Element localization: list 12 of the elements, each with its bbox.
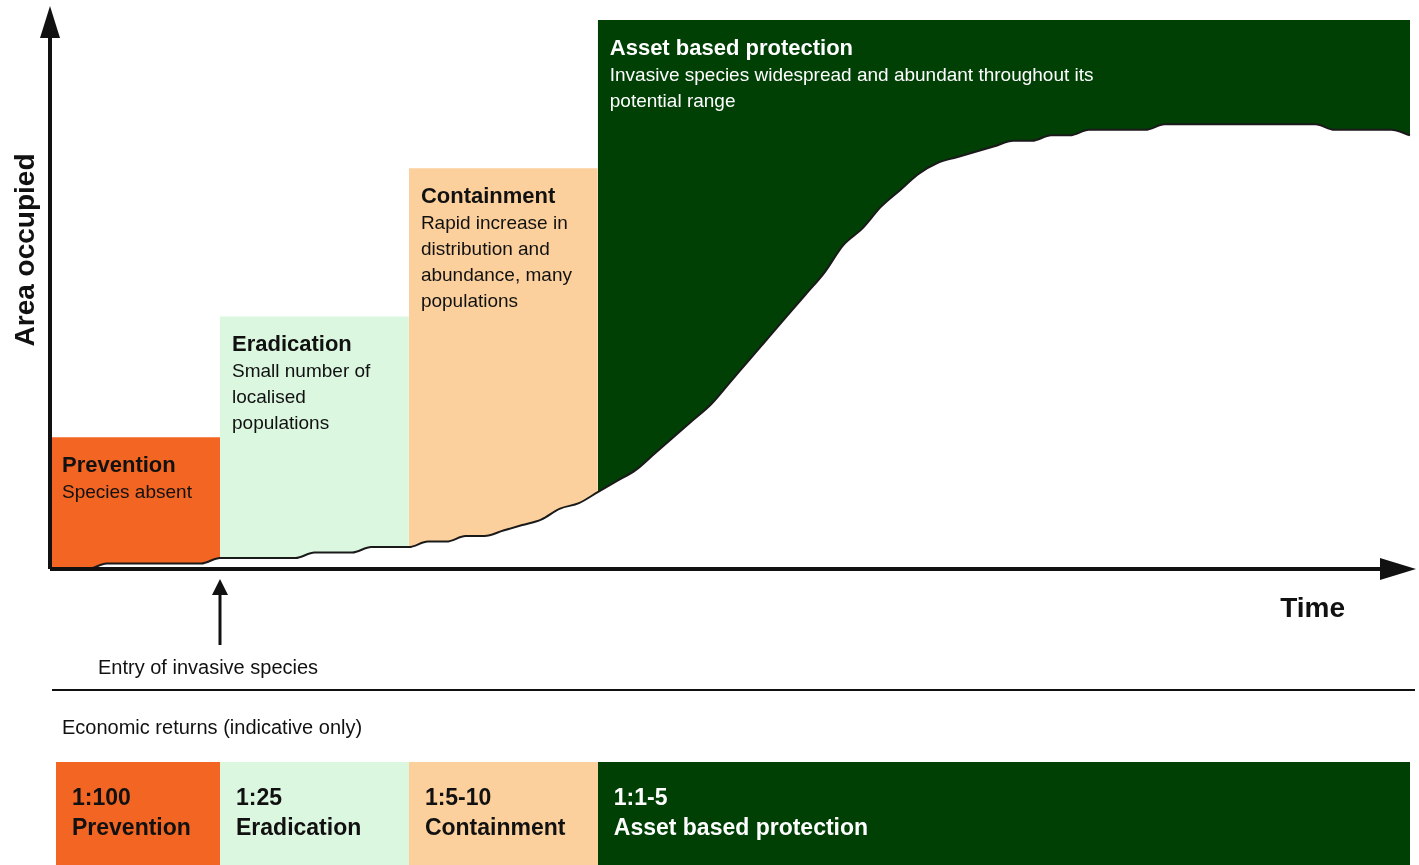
series-label: Eradication: [232, 331, 352, 357]
annotation: Rapid increase in distribution and abundance, many populations: [420, 212, 573, 312]
x-axis-title: Time: [1280, 592, 1345, 623]
series-label: Containment: [420, 183, 556, 209]
series-label: Asset based protection: [609, 35, 854, 60]
series-label: Prevention: [62, 452, 176, 478]
annotation: Small number of localised populations: [232, 360, 372, 434]
text: Economic returns (indicative only): [62, 716, 363, 738]
y-axis-title: Area occupied: [9, 153, 40, 347]
text: Entry of invasive species: [98, 656, 319, 678]
annotation: Species absent: [62, 481, 193, 503]
annotation: Invasive species widespread and abundant throughout its potential range: [609, 64, 1094, 111]
